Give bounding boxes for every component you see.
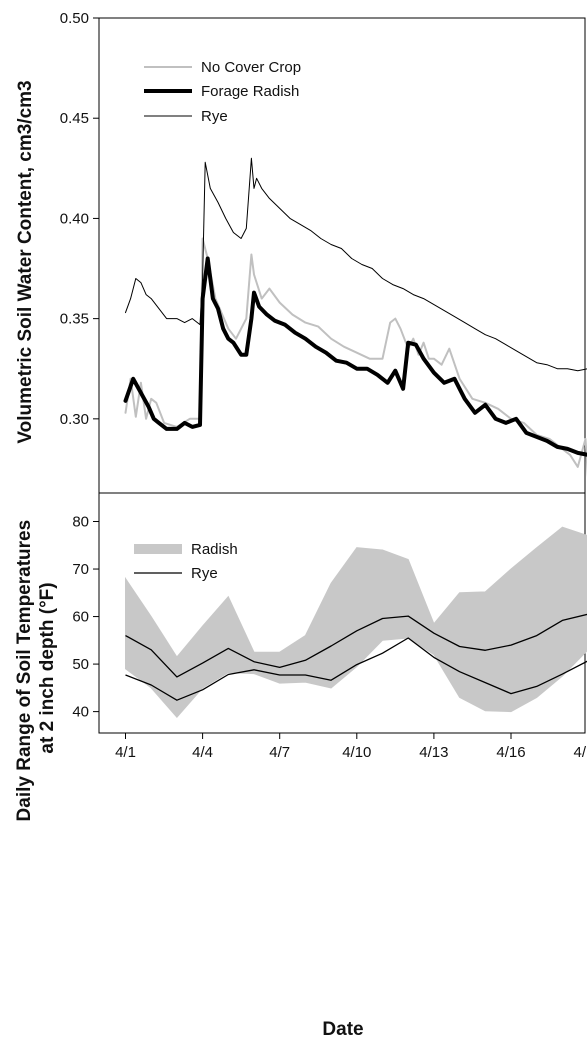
top-plot: 0.30 0.35 0.40 0.45 0.50 No Cover Crop Forag… (15, 10, 587, 479)
top-y-axis: 0.30 0.35 0.40 0.45 0.50 (60, 10, 99, 428)
xtick-label: 4/16 (496, 744, 525, 761)
bottom-y-axis-title: Daily Range of Soil Temperatures at 2 in… (14, 515, 58, 822)
xtick-label: 4/19 (573, 744, 587, 761)
bottom-y-axis-title-line2: at 2 inch depth (°F) (37, 582, 58, 753)
bottom-ytick-label: 40 (72, 704, 89, 721)
top-ytick-label: 0.50 (60, 10, 89, 27)
top-series-group (126, 94, 587, 479)
bottom-x-axis: 4/14/44/74/104/134/164/194/224/25 (115, 733, 587, 761)
bottom-ytick-label: 80 (72, 514, 89, 531)
x-axis-title: Date (322, 1019, 363, 1040)
top-ytick-label: 0.45 (60, 110, 89, 127)
bottom-y-axis: 40 50 60 70 80 (72, 514, 99, 721)
top-ytick-label: 0.35 (60, 311, 89, 328)
series-line-rye (126, 94, 587, 371)
xtick-label: 4/13 (419, 744, 448, 761)
xtick-label: 4/4 (192, 744, 213, 761)
legend-label-rye: Rye (201, 108, 228, 125)
bottom-y-axis-title-line1: Daily Range of Soil Temperatures (14, 520, 35, 822)
xtick-label: 4/7 (269, 744, 290, 761)
bottom-ytick-label: 70 (72, 561, 89, 578)
bottom-ytick-label: 60 (72, 609, 89, 626)
legend-label-forage-radish: Forage Radish (201, 83, 299, 100)
bottom-ytick-label: 50 (72, 656, 89, 673)
top-ytick-label: 0.40 (60, 210, 89, 227)
xtick-label: 4/10 (342, 744, 371, 761)
series-line-forage-radish (126, 138, 587, 463)
legend-label-rye-bottom: Rye (191, 565, 218, 582)
legend-label-no-cover-crop: No Cover Crop (201, 59, 301, 76)
legend-label-radish: Radish (191, 541, 238, 558)
top-legend: No Cover Crop Forage Radish Rye (144, 59, 301, 125)
xtick-label: 4/1 (115, 744, 136, 761)
top-y-axis-title: Volumetric Soil Water Content, cm3/cm3 (15, 80, 36, 443)
top-ytick-label: 0.30 (60, 411, 89, 428)
bottom-legend: Radish Rye (134, 541, 238, 582)
